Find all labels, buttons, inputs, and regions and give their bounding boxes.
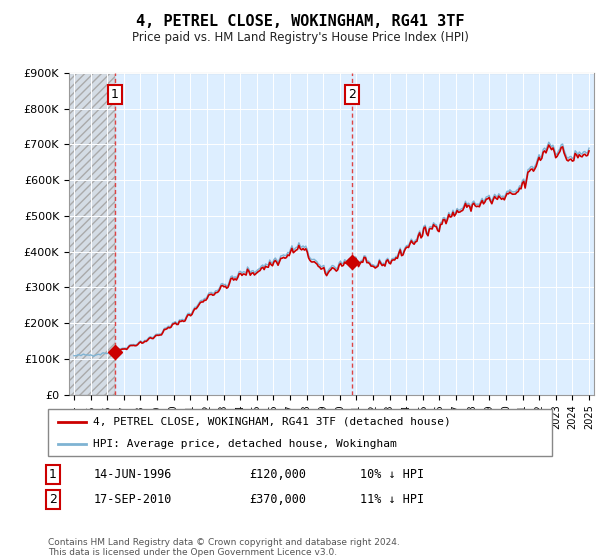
Text: 1: 1 — [49, 468, 57, 481]
Text: 17-SEP-2010: 17-SEP-2010 — [94, 493, 172, 506]
Text: 4, PETREL CLOSE, WOKINGHAM, RG41 3TF: 4, PETREL CLOSE, WOKINGHAM, RG41 3TF — [136, 14, 464, 29]
Text: 2: 2 — [49, 493, 57, 506]
Text: HPI: Average price, detached house, Wokingham: HPI: Average price, detached house, Woki… — [94, 438, 397, 449]
FancyBboxPatch shape — [48, 409, 552, 456]
Text: 1: 1 — [111, 88, 119, 101]
Text: 11% ↓ HPI: 11% ↓ HPI — [361, 493, 425, 506]
Text: Contains HM Land Registry data © Crown copyright and database right 2024.
This d: Contains HM Land Registry data © Crown c… — [48, 538, 400, 557]
Text: Price paid vs. HM Land Registry's House Price Index (HPI): Price paid vs. HM Land Registry's House … — [131, 31, 469, 44]
Text: 4, PETREL CLOSE, WOKINGHAM, RG41 3TF (detached house): 4, PETREL CLOSE, WOKINGHAM, RG41 3TF (de… — [94, 417, 451, 427]
Text: 2: 2 — [347, 88, 356, 101]
Bar — [69, 73, 115, 395]
Bar — [69, 73, 115, 395]
Text: 10% ↓ HPI: 10% ↓ HPI — [361, 468, 425, 481]
Text: £370,000: £370,000 — [250, 493, 307, 506]
Text: £120,000: £120,000 — [250, 468, 307, 481]
Text: 14-JUN-1996: 14-JUN-1996 — [94, 468, 172, 481]
